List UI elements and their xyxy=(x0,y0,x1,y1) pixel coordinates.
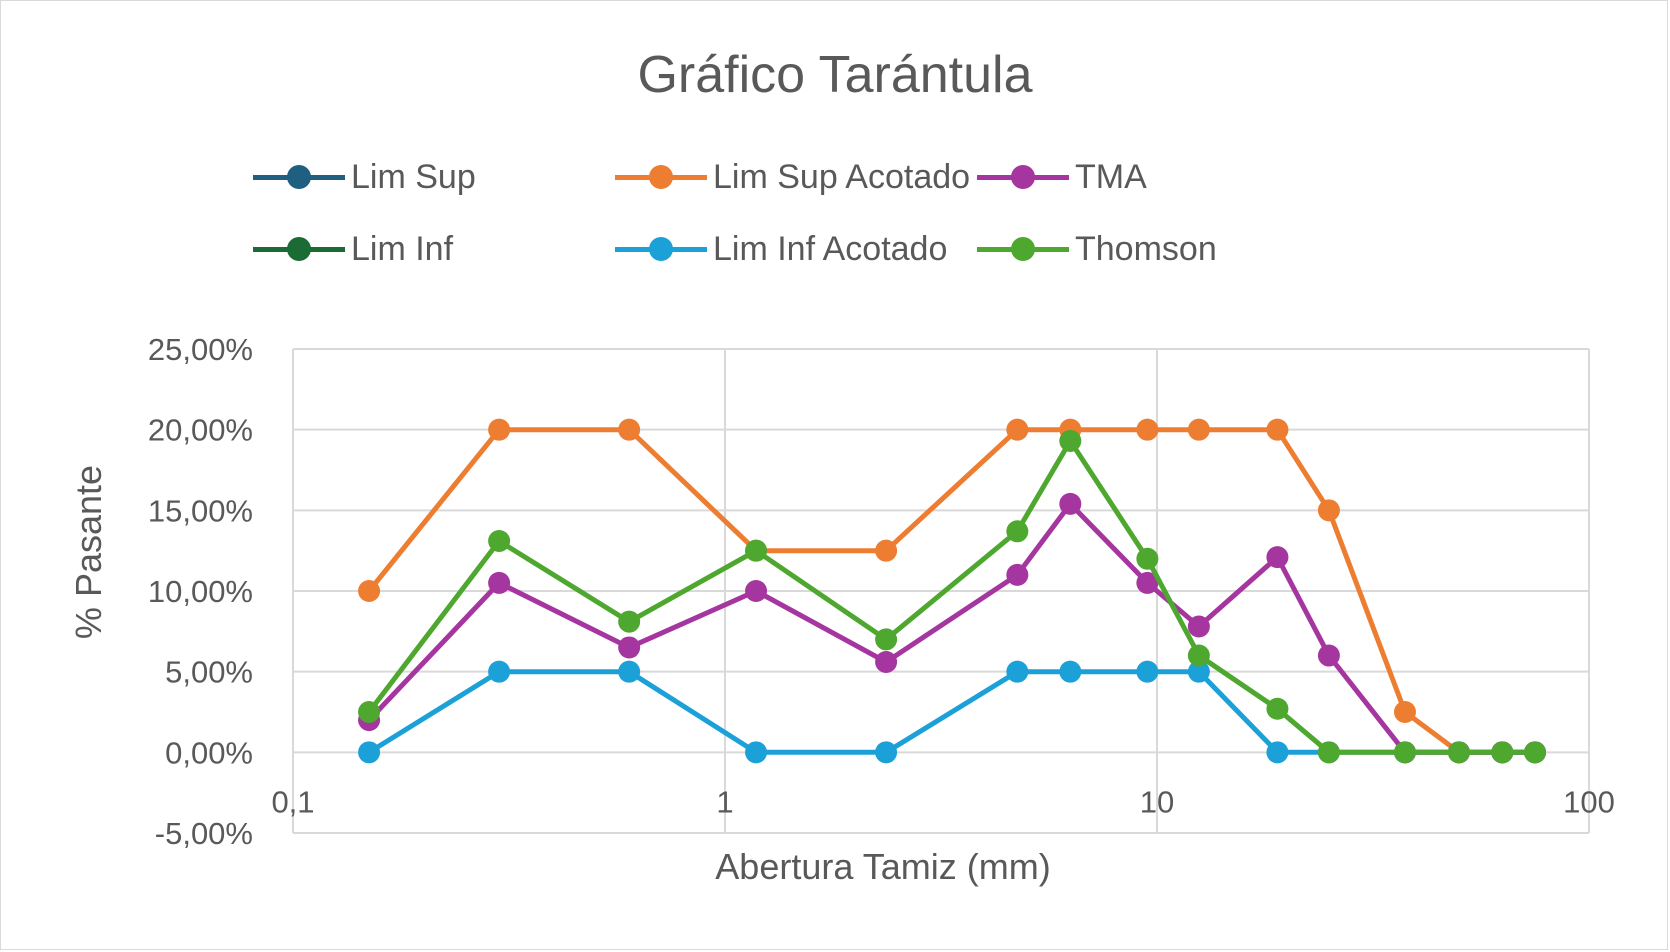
data-point xyxy=(1266,741,1289,764)
data-point xyxy=(618,660,641,683)
x-tick-label: 1 xyxy=(716,784,733,819)
y-tick-label: 0,00% xyxy=(165,735,253,770)
x-axis-title: Abertura Tamiz (mm) xyxy=(715,846,1050,887)
legend-label: Lim Inf Acotado xyxy=(713,229,948,268)
legend-item-lim-sup: Lim Sup xyxy=(253,157,476,197)
legend-label: Lim Sup xyxy=(351,157,476,196)
legend-marker-icon xyxy=(615,229,707,269)
data-point xyxy=(1059,429,1082,452)
data-point xyxy=(1006,660,1029,683)
data-point xyxy=(1006,418,1029,441)
data-point xyxy=(745,741,768,764)
data-point xyxy=(1393,741,1416,764)
data-point xyxy=(358,580,381,602)
x-tick-label: 0,1 xyxy=(271,784,314,819)
y-axis-title: % Pasante xyxy=(68,465,109,639)
data-point xyxy=(488,529,511,552)
data-point xyxy=(1187,644,1210,667)
data-point xyxy=(1187,660,1210,683)
y-tick-label: 10,00% xyxy=(148,574,253,609)
data-point xyxy=(1136,547,1159,570)
data-point xyxy=(875,628,898,651)
data-point xyxy=(745,539,768,562)
data-point xyxy=(1317,644,1340,667)
data-point xyxy=(1491,741,1514,764)
series-line xyxy=(367,669,1535,755)
data-point xyxy=(1059,492,1082,515)
data-point xyxy=(488,660,511,683)
data-point xyxy=(1393,701,1416,723)
series-tma xyxy=(358,492,1547,764)
data-point xyxy=(1266,418,1289,441)
legend-marker-icon xyxy=(253,157,345,197)
data-point xyxy=(875,741,898,764)
data-point xyxy=(1187,418,1210,441)
legend-label: Lim Sup Acotado xyxy=(713,157,971,196)
legend-marker-icon xyxy=(977,229,1069,269)
y-tick-label: 5,00% xyxy=(165,655,253,690)
y-tick-label: -5,00% xyxy=(155,816,253,851)
y-tick-label: 15,00% xyxy=(148,493,253,528)
legend-label: Lim Inf xyxy=(351,229,454,268)
data-point xyxy=(618,636,641,659)
data-point xyxy=(1136,418,1159,441)
chart-title: Gráfico Tarántula xyxy=(637,46,1033,104)
legend-item-thomson: Thomson xyxy=(977,229,1217,269)
data-point xyxy=(1187,615,1210,638)
data-point xyxy=(358,701,381,723)
data-point xyxy=(875,650,898,673)
data-point xyxy=(1266,697,1289,720)
data-point xyxy=(1447,741,1470,764)
series-layer xyxy=(358,418,1547,764)
data-point xyxy=(358,741,381,764)
y-tick-label: 25,00% xyxy=(148,332,253,367)
legend-marker-icon xyxy=(253,229,345,269)
data-point xyxy=(1136,660,1159,683)
data-point xyxy=(618,610,641,633)
data-point xyxy=(1317,499,1340,522)
x-tick-label: 10 xyxy=(1140,784,1174,819)
legend-item-lim-inf: Lim Inf xyxy=(253,229,453,269)
data-point xyxy=(1266,546,1289,569)
x-tick-label: 100 xyxy=(1563,784,1615,819)
series-thomson xyxy=(358,429,1547,764)
y-tick-label: 20,00% xyxy=(148,413,253,448)
legend-item-tma: TMA xyxy=(977,157,1147,197)
series-lim-inf-acotado xyxy=(358,660,1547,764)
data-point xyxy=(1006,520,1029,543)
legend-item-lim-inf-acotado: Lim Inf Acotado xyxy=(615,229,947,269)
legend-item-lim-sup-acotado: Lim Sup Acotado xyxy=(615,157,970,197)
data-point xyxy=(1317,741,1340,764)
series-line xyxy=(367,501,1535,755)
data-point xyxy=(1006,563,1029,586)
data-point xyxy=(1136,571,1159,594)
data-point xyxy=(1059,660,1082,683)
data-point xyxy=(745,580,768,602)
legend-marker-icon xyxy=(615,157,707,197)
data-point xyxy=(618,418,641,441)
legend-label: TMA xyxy=(1075,157,1147,196)
legend-label: Thomson xyxy=(1075,229,1217,268)
legend-marker-icon xyxy=(977,157,1069,197)
data-point xyxy=(875,539,898,562)
data-point xyxy=(488,571,511,594)
data-point xyxy=(488,418,511,441)
data-point xyxy=(1524,741,1547,764)
axis-ticks: -5,00% 0,00% 5,00% 10,00% 15,00% 20,00% 25,00%… xyxy=(148,332,1615,851)
